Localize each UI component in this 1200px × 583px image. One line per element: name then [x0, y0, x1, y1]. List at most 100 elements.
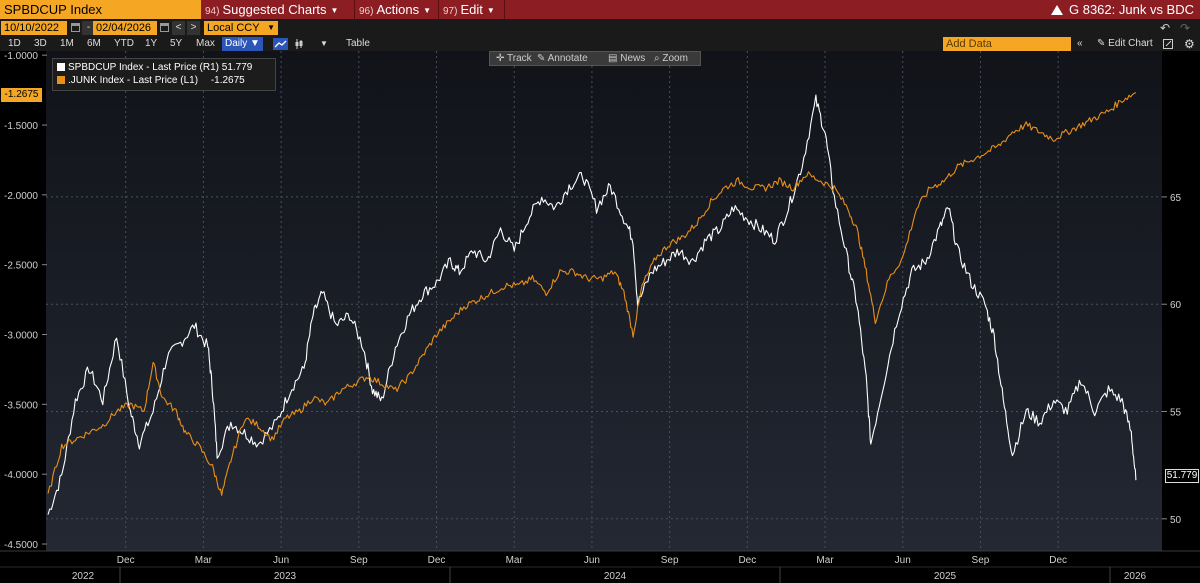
end-date-input[interactable]: 02/04/2026: [93, 21, 157, 35]
x-month-label: Jun: [273, 555, 289, 566]
caret-down-icon: ▼: [267, 23, 275, 32]
period-ytd[interactable]: YTD: [114, 38, 134, 49]
menu-number: 96): [359, 6, 374, 17]
period-1m[interactable]: 1M: [60, 38, 74, 49]
suggested-charts-menu[interactable]: 94) Suggested Charts ▼: [201, 0, 355, 19]
period-bar: 1D 3D 1M 6M YTD 1Y 5Y Max Daily ▼ ▼ Tabl…: [0, 37, 1200, 51]
x-month-label: Sep: [350, 555, 368, 566]
legend-swatch: [57, 63, 65, 71]
calendar-icon[interactable]: [160, 23, 169, 32]
price-chart[interactable]: -1.0000 -1.5000 -2.0000 -2.5000 -3.0000 -3.50…: [0, 51, 1200, 583]
caret-down-icon: ▼: [330, 6, 339, 15]
settings-gear-icon[interactable]: ⚙: [1184, 37, 1195, 51]
menu-label: Suggested Charts: [222, 2, 327, 17]
edit-chart-label: Edit Chart: [1108, 38, 1153, 49]
right-axis-tick-label: 65: [1170, 193, 1182, 204]
actions-menu[interactable]: 96) Actions ▼: [355, 0, 439, 19]
x-year-label: 2024: [604, 571, 627, 582]
period-6m[interactable]: 6M: [87, 38, 101, 49]
x-month-label: Mar: [195, 555, 213, 566]
left-axis-tick-label: -3.0000: [4, 331, 38, 342]
legend-row-spbdcup[interactable]: SPBDCUP Index - Last Price (R1) 51.779: [57, 61, 271, 74]
calendar-icon[interactable]: [71, 23, 80, 32]
menu-label: Actions: [376, 2, 420, 17]
prev-period-button[interactable]: <: [172, 21, 185, 35]
x-month-label: Jun: [895, 555, 911, 566]
period-max[interactable]: Max: [196, 38, 215, 49]
caret-down-icon: ▼: [486, 6, 495, 15]
date-separator: -: [82, 21, 95, 35]
x-month-label: Dec: [1049, 555, 1067, 566]
undo-icon[interactable]: ↶: [1160, 21, 1171, 35]
chart-title: G 8362: Junk vs BDC: [1051, 0, 1194, 19]
legend-value: -1.2675: [210, 75, 245, 86]
x-month-label: Jun: [584, 555, 600, 566]
menu-number: 97): [443, 6, 458, 17]
edit-chart-button[interactable]: ✎ Edit Chart: [1097, 37, 1153, 51]
period-1d[interactable]: 1D: [8, 38, 21, 49]
menu-label: Edit: [460, 2, 483, 17]
chart-title-text: G 8362: Junk vs BDC: [1069, 2, 1194, 17]
frequency-label: Daily: [225, 38, 248, 49]
magnifier-icon: ⌕: [654, 53, 660, 64]
track-label: Track: [507, 53, 532, 64]
caret-down-icon: ▼: [423, 6, 432, 15]
chart-area[interactable]: -1.0000 -1.5000 -2.0000 -2.5000 -3.0000 -3.50…: [0, 51, 1200, 583]
x-month-label: Mar: [816, 555, 834, 566]
frequency-select[interactable]: Daily ▼: [222, 37, 263, 51]
caret-down-icon[interactable]: ▼: [320, 39, 328, 48]
x-year-label: 2026: [1124, 571, 1147, 582]
x-month-label: Dec: [428, 555, 446, 566]
x-month-label: Sep: [661, 555, 679, 566]
x-year-label: 2025: [934, 571, 957, 582]
track-tool[interactable]: ✛ Track: [496, 52, 532, 65]
right-last-price-label: 51.779: [1165, 469, 1199, 483]
annotate-label: Annotate: [547, 53, 588, 64]
news-label: News: [620, 53, 646, 64]
series-lines: [47, 92, 1137, 515]
legend-row-junk[interactable]: .JUNK Index - Last Price (L1) -1.2675: [57, 74, 271, 87]
candlestick-icon[interactable]: [294, 38, 304, 50]
edit-menu[interactable]: 97) Edit ▼: [439, 0, 505, 19]
chart-legend[interactable]: SPBDCUP Index - Last Price (R1) 51.779 .…: [52, 58, 276, 91]
currency-select[interactable]: Local CCY ▼: [204, 21, 278, 35]
legend-value: 51.779: [221, 62, 253, 73]
currency-label: Local CCY: [207, 22, 260, 34]
menu-number: 94): [205, 6, 220, 17]
start-date-input[interactable]: 10/10/2022: [1, 21, 67, 35]
right-axis-tick-label: 60: [1170, 300, 1182, 311]
left-axis-tick-label: -3.5000: [4, 400, 38, 411]
zoom-label: Zoom: [662, 53, 688, 64]
junk-series-line: [47, 92, 1137, 496]
left-axis-tick-label: -4.0000: [4, 470, 38, 481]
plot-background: [46, 51, 1162, 551]
annotate-tool[interactable]: ✎ Annotate: [537, 52, 588, 65]
legend-swatch: [57, 76, 65, 84]
legend-label: .JUNK Index - Last Price (L1): [68, 75, 199, 86]
period-1y[interactable]: 1Y: [145, 38, 158, 49]
redo-icon[interactable]: ↷: [1180, 21, 1191, 35]
period-3d[interactable]: 3D: [34, 38, 47, 49]
pop-out-icon[interactable]: [1163, 39, 1173, 49]
collapse-icon[interactable]: «: [1077, 38, 1083, 49]
line-chart-icon[interactable]: [273, 38, 288, 50]
legend-label: SPBDCUP Index - Last Price (R1): [68, 62, 219, 73]
x-year-label: 2023: [274, 571, 297, 582]
left-axis-tick-label: -4.5000: [4, 540, 38, 551]
zoom-tool[interactable]: ⌕ Zoom: [654, 52, 688, 65]
period-5y[interactable]: 5Y: [170, 38, 183, 49]
add-data-input[interactable]: Add Data: [943, 37, 1071, 51]
news-tool[interactable]: ▤ News: [608, 52, 645, 65]
ticker-field[interactable]: SPBDCUP Index: [0, 0, 201, 19]
news-icon: ▤: [608, 53, 618, 64]
crosshair-icon: ✛: [496, 53, 505, 64]
left-axis-ticks: -1.0000 -1.5000 -2.0000 -2.5000 -3.0000 -3.50…: [4, 51, 47, 551]
table-button[interactable]: Table: [346, 38, 370, 49]
right-axis-ticks: 50 55 60 65: [1162, 193, 1182, 526]
next-period-button[interactable]: >: [187, 21, 200, 35]
x-month-label: Dec: [117, 555, 135, 566]
title-bar: SPBDCUP Index 94) Suggested Charts ▼ 96) Ac…: [0, 0, 1200, 19]
x-month-label: Mar: [506, 555, 524, 566]
left-axis-tick-label: -1.0000: [4, 51, 38, 62]
x-month-label: Sep: [972, 555, 990, 566]
